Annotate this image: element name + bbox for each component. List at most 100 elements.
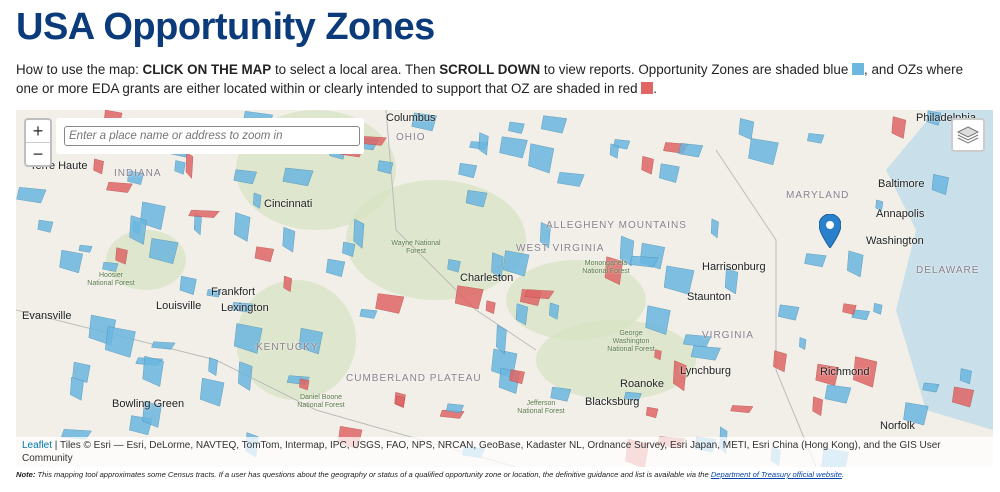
- opportunity-zone[interactable]: [540, 115, 568, 134]
- eda-grant-zone[interactable]: [730, 405, 754, 414]
- opportunity-zone[interactable]: [446, 403, 464, 414]
- opportunity-zone[interactable]: [557, 172, 585, 187]
- eda-grant-zone[interactable]: [509, 369, 525, 385]
- opportunity-zone[interactable]: [465, 189, 488, 208]
- opportunity-zone[interactable]: [502, 250, 530, 277]
- map-tiles[interactable]: [16, 110, 993, 467]
- opportunity-zone[interactable]: [478, 132, 489, 156]
- opportunity-zone[interactable]: [807, 133, 825, 144]
- opportunity-zone[interactable]: [447, 259, 461, 273]
- opportunity-zone[interactable]: [710, 218, 719, 239]
- opportunity-zone[interactable]: [72, 361, 91, 383]
- opportunity-zone[interactable]: [847, 250, 864, 278]
- eda-grant-zone[interactable]: [395, 395, 405, 407]
- opportunity-zone[interactable]: [70, 376, 84, 401]
- eda-grant-zone[interactable]: [254, 246, 275, 263]
- eda-grant-zone[interactable]: [673, 360, 687, 392]
- opportunity-zone[interactable]: [353, 218, 365, 249]
- eda-grant-zone[interactable]: [641, 155, 654, 175]
- eda-grant-zone[interactable]: [454, 285, 484, 310]
- eda-grant-zone[interactable]: [299, 378, 310, 391]
- opportunity-zone[interactable]: [824, 384, 852, 404]
- opportunity-zone[interactable]: [508, 121, 525, 134]
- opportunity-zone[interactable]: [139, 201, 166, 231]
- opportunity-zone[interactable]: [873, 302, 883, 315]
- place-search-input[interactable]: [64, 126, 360, 146]
- opportunity-zone[interactable]: [609, 143, 620, 159]
- opportunity-zone[interactable]: [623, 391, 642, 402]
- opportunity-zone[interactable]: [931, 174, 949, 196]
- eda-grant-zone[interactable]: [375, 293, 405, 314]
- opportunity-zone[interactable]: [208, 357, 218, 377]
- eda-grant-zone[interactable]: [524, 289, 555, 300]
- opportunity-zone[interactable]: [37, 219, 54, 233]
- eda-grant-zone[interactable]: [106, 181, 133, 193]
- opportunity-zone[interactable]: [926, 110, 942, 126]
- opportunity-zone[interactable]: [231, 302, 254, 313]
- opportunity-zone[interactable]: [903, 402, 929, 426]
- opportunity-zone[interactable]: [142, 400, 162, 428]
- eda-grant-zone[interactable]: [604, 256, 624, 286]
- opportunity-zone[interactable]: [875, 199, 884, 212]
- eda-grant-zone[interactable]: [891, 116, 907, 139]
- eda-grant-zone[interactable]: [188, 209, 220, 218]
- opportunity-zone[interactable]: [104, 326, 136, 358]
- opportunity-zone[interactable]: [645, 305, 671, 335]
- opportunity-zone[interactable]: [142, 355, 164, 387]
- opportunity-zone[interactable]: [539, 221, 551, 249]
- opportunity-zone[interactable]: [499, 136, 528, 159]
- eda-grant-zone[interactable]: [283, 275, 293, 293]
- opportunity-zone[interactable]: [174, 160, 186, 175]
- opportunity-zone[interactable]: [359, 308, 378, 319]
- eda-grant-zone[interactable]: [93, 158, 104, 175]
- opportunity-zone[interactable]: [325, 258, 346, 278]
- opportunity-zone[interactable]: [233, 212, 251, 242]
- opportunity-zone[interactable]: [922, 382, 940, 393]
- opportunity-zone[interactable]: [129, 215, 147, 245]
- opportunity-zone[interactable]: [658, 163, 680, 183]
- opportunity-zone[interactable]: [496, 324, 507, 355]
- opportunity-zone[interactable]: [959, 368, 972, 385]
- opportunity-zone[interactable]: [233, 169, 258, 185]
- opportunity-zone[interactable]: [678, 143, 704, 158]
- opportunity-zone[interactable]: [549, 302, 560, 320]
- opportunity-zone[interactable]: [550, 386, 572, 402]
- opportunity-zone[interactable]: [179, 275, 197, 295]
- opportunity-zone[interactable]: [515, 303, 529, 326]
- opportunity-zone[interactable]: [233, 323, 263, 354]
- opportunity-zone[interactable]: [102, 261, 119, 272]
- opportunity-zone[interactable]: [851, 309, 871, 321]
- opportunity-zone[interactable]: [342, 241, 356, 257]
- opportunity-zone[interactable]: [777, 304, 800, 321]
- eda-grant-zone[interactable]: [812, 396, 823, 417]
- opportunity-zone[interactable]: [629, 255, 659, 268]
- eda-grant-zone[interactable]: [654, 349, 662, 361]
- opportunity-zone[interactable]: [724, 267, 739, 295]
- opportunity-zone[interactable]: [411, 112, 438, 132]
- eda-grant-zone[interactable]: [773, 350, 787, 373]
- map[interactable]: Columbus Philadelphia Terre Haute Cincinnat…: [16, 110, 993, 467]
- opportunity-zone[interactable]: [804, 253, 827, 268]
- leaflet-link[interactable]: Leaflet: [22, 440, 53, 451]
- eda-grant-zone[interactable]: [952, 386, 975, 408]
- opportunity-zone[interactable]: [59, 249, 84, 274]
- opportunity-zone[interactable]: [127, 170, 144, 185]
- opportunity-zone[interactable]: [528, 143, 555, 174]
- opportunity-zone[interactable]: [799, 337, 807, 350]
- opportunity-zone[interactable]: [148, 238, 179, 265]
- opportunity-zone[interactable]: [282, 226, 296, 253]
- opportunity-zone[interactable]: [282, 167, 314, 187]
- eda-grant-zone[interactable]: [852, 356, 878, 388]
- opportunity-zone[interactable]: [619, 235, 635, 267]
- eda-grant-zone[interactable]: [842, 303, 857, 315]
- opportunity-zone[interactable]: [206, 289, 222, 298]
- opportunity-zone[interactable]: [377, 160, 394, 175]
- opportunity-zone[interactable]: [78, 244, 93, 253]
- opportunity-zone[interactable]: [298, 327, 324, 355]
- opportunity-zone[interactable]: [253, 192, 262, 209]
- zoom-out-button[interactable]: −: [26, 142, 50, 165]
- opportunity-zone[interactable]: [237, 361, 253, 391]
- layers-button[interactable]: [951, 118, 985, 152]
- opportunity-zone[interactable]: [690, 345, 721, 361]
- opportunity-zone[interactable]: [748, 138, 779, 166]
